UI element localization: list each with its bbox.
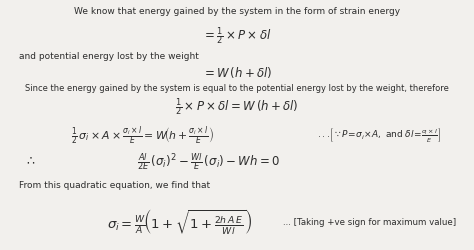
Text: and potential energy lost by the weight: and potential energy lost by the weight	[19, 52, 199, 61]
Text: ... [Taking +ve sign for maximum value]: ... [Taking +ve sign for maximum value]	[283, 218, 456, 227]
Text: $...\!\left[\because P\!=\!\sigma_i\!\times\!A,\ \mathrm{and}\ \delta l\!=\!\fra: $...\!\left[\because P\!=\!\sigma_i\!\ti…	[317, 126, 441, 144]
Text: We know that energy gained by the system in the form of strain energy: We know that energy gained by the system…	[74, 7, 400, 16]
Text: $\frac{1}{2} \times P \times \delta l = W\,(h + \delta l)$: $\frac{1}{2} \times P \times \delta l = …	[175, 97, 299, 118]
Text: $= \frac{1}{2} \times P \times \delta l$: $= \frac{1}{2} \times P \times \delta l$	[202, 26, 272, 47]
Text: Since the energy gained by the system is equal to the potential energy lost by t: Since the energy gained by the system is…	[25, 84, 449, 93]
Text: $\therefore$: $\therefore$	[24, 155, 36, 168]
Text: $\frac{Al}{2E}\,(\sigma_i)^2 - \frac{Wl}{E}\,(\sigma_i) - Wh = 0$: $\frac{Al}{2E}\,(\sigma_i)^2 - \frac{Wl}…	[137, 151, 280, 172]
Text: $= W\,(h + \delta l)$: $= W\,(h + \delta l)$	[202, 65, 272, 80]
Text: $\sigma_i = \frac{W}{A}\!\left(1 + \sqrt{1 + \frac{2h\,A\,E}{W\,l}}\right)$: $\sigma_i = \frac{W}{A}\!\left(1 + \sqrt…	[108, 208, 253, 237]
Text: $\frac{1}{2}\,\sigma_i \times A \times \frac{\sigma_i \times l}{E} = W\!\left(h : $\frac{1}{2}\,\sigma_i \times A \times \…	[71, 124, 214, 147]
Text: From this quadratic equation, we find that: From this quadratic equation, we find th…	[19, 180, 210, 190]
